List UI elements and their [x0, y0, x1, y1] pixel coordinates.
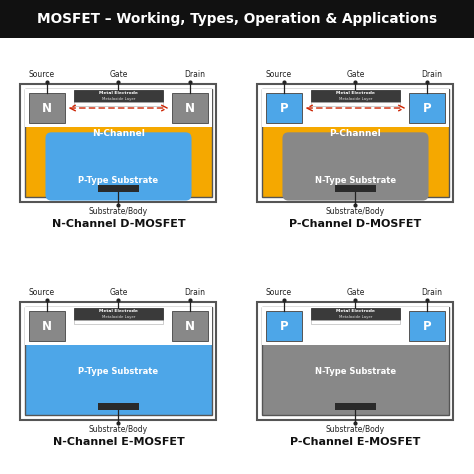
Bar	[257, 83, 454, 201]
Bar	[311, 308, 400, 319]
Text: P: P	[423, 101, 431, 115]
Text: N-Channel D-MOSFET: N-Channel D-MOSFET	[52, 219, 185, 228]
Bar	[335, 403, 376, 410]
Text: Metaloxide Layer: Metaloxide Layer	[339, 97, 372, 101]
Bar	[173, 311, 208, 341]
Bar	[29, 93, 64, 123]
Text: Source: Source	[266, 70, 292, 79]
Text: Source: Source	[29, 70, 55, 79]
Text: Metal Electrode: Metal Electrode	[99, 310, 138, 313]
Bar	[26, 307, 211, 346]
Text: Source: Source	[29, 288, 55, 297]
Bar	[311, 319, 400, 324]
Text: P-Channel: P-Channel	[329, 129, 382, 138]
Text: N-Type Substrate: N-Type Substrate	[315, 367, 396, 376]
Text: Source: Source	[266, 288, 292, 297]
Text: N: N	[185, 319, 195, 333]
Text: Gate: Gate	[346, 288, 365, 297]
Text: Metal Electrode: Metal Electrode	[336, 310, 375, 313]
Text: Metaloxide Layer: Metaloxide Layer	[102, 315, 135, 319]
Text: Substrate/Body: Substrate/Body	[326, 207, 385, 216]
Text: Metal Electrode: Metal Electrode	[99, 91, 138, 95]
Text: Metal Electrode: Metal Electrode	[336, 91, 375, 95]
Text: Gate: Gate	[109, 70, 128, 79]
Bar	[410, 93, 445, 123]
Bar	[335, 185, 376, 192]
Text: P-Type Substrate: P-Type Substrate	[78, 176, 159, 185]
Text: P-Channel E-MOSFET: P-Channel E-MOSFET	[290, 437, 421, 447]
Bar	[98, 185, 139, 192]
Text: N: N	[42, 319, 52, 333]
FancyBboxPatch shape	[283, 132, 428, 201]
Text: Substrate/Body: Substrate/Body	[326, 425, 385, 434]
Bar	[20, 301, 217, 419]
Text: P: P	[423, 319, 431, 333]
Bar	[74, 101, 163, 106]
Bar	[0, 0, 474, 38]
Bar	[26, 307, 211, 415]
Text: P: P	[280, 101, 288, 115]
Text: MOSFET – Working, Types, Operation & Applications: MOSFET – Working, Types, Operation & App…	[37, 12, 437, 26]
Bar	[263, 89, 448, 197]
Text: Drain: Drain	[185, 70, 206, 79]
Bar	[74, 90, 163, 101]
Text: P-Channel D-MOSFET: P-Channel D-MOSFET	[289, 219, 422, 228]
Bar	[266, 93, 301, 123]
Bar	[263, 307, 448, 346]
Text: N: N	[42, 101, 52, 115]
Text: N-Channel E-MOSFET: N-Channel E-MOSFET	[53, 437, 184, 447]
Bar	[410, 311, 445, 341]
Bar	[311, 90, 400, 101]
Bar	[266, 311, 301, 341]
Text: P-Type Substrate: P-Type Substrate	[78, 367, 159, 376]
Text: Metaloxide Layer: Metaloxide Layer	[102, 97, 135, 101]
Bar	[311, 101, 400, 106]
Text: P: P	[280, 319, 288, 333]
Bar	[98, 403, 139, 410]
Bar	[29, 311, 64, 341]
Text: Drain: Drain	[185, 288, 206, 297]
Bar	[263, 307, 448, 415]
Bar	[20, 83, 217, 201]
Text: N-Channel: N-Channel	[92, 129, 145, 138]
FancyBboxPatch shape	[46, 132, 191, 201]
Bar	[263, 89, 448, 128]
Text: Metaloxide Layer: Metaloxide Layer	[339, 315, 372, 319]
Text: Drain: Drain	[422, 288, 443, 297]
Bar	[257, 301, 454, 419]
Bar	[26, 89, 211, 197]
Bar	[74, 308, 163, 319]
Bar	[26, 89, 211, 128]
Text: Substrate/Body: Substrate/Body	[89, 425, 148, 434]
Text: Drain: Drain	[422, 70, 443, 79]
Text: Gate: Gate	[346, 70, 365, 79]
Text: N: N	[185, 101, 195, 115]
Text: Substrate/Body: Substrate/Body	[89, 207, 148, 216]
Bar	[74, 319, 163, 324]
Text: N-Type Substrate: N-Type Substrate	[315, 176, 396, 185]
Bar	[173, 93, 208, 123]
Text: Gate: Gate	[109, 288, 128, 297]
